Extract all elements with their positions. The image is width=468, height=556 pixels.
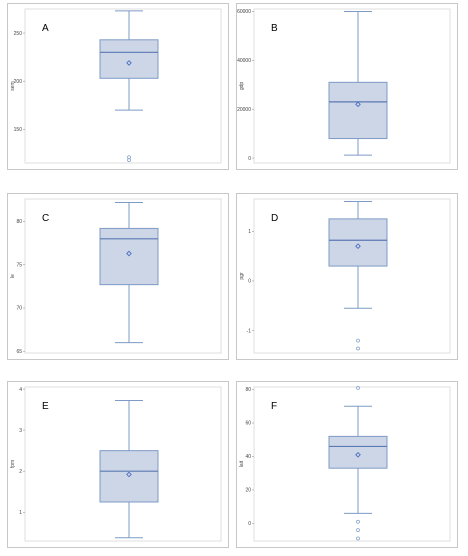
mean-marker [126,250,132,257]
boxplot-a-svg: sem 150 200 250 A [7,3,229,170]
mean-marker [126,60,132,66]
y-tick-label: 0 [248,279,251,285]
boxplot-f-svg: lait 0 20 40 60 80 F [236,381,458,548]
y-tick-label: 80 [245,387,251,393]
boxplot-panel-f: lait 0 20 40 60 80 F [236,381,458,548]
y-tick-label: 40000 [237,58,251,64]
panel-letter: B [271,23,278,34]
panel-letter: A [42,23,49,34]
iqr-box [99,227,159,286]
y-tick-label: 75 [16,262,22,268]
mean-marker [355,101,361,108]
boxplot-c-svg: le 65 70 75 80 C [7,193,229,360]
plot-frame [24,198,222,354]
y-tick-label: 20000 [237,107,251,113]
outlier-point [356,346,360,351]
outlier-point [356,519,360,524]
y-tick-label: 60 [245,421,251,427]
y-tick-label: 200 [14,79,23,85]
plot-frame [24,386,222,542]
panel-border [7,3,229,170]
y-tick-label: 60000 [237,9,251,15]
panel-letter: D [271,213,278,224]
y-tick-label: 250 [14,31,23,37]
outlier-point [356,528,360,532]
mean-marker [355,243,361,250]
iqr-box [328,218,388,267]
outlier-point [356,385,360,390]
boxplot-panel-a: sem 150 200 250 A [7,3,229,170]
y-tick-label: 0 [248,156,251,162]
y-tick-label: 70 [16,306,22,312]
panel-letter: F [271,401,277,412]
y-axis-label: gdp [239,82,245,91]
outlier-point [127,158,131,162]
y-axis-label: fpm [10,460,16,468]
y-tick-label: 1 [248,229,251,235]
boxplot-e-svg: fpm 1 2 3 4 E [7,381,229,548]
y-tick-label: 1 [19,510,22,516]
panel-letter: C [42,213,49,224]
y-tick-label: 20 [245,488,251,494]
y-axis-label: le [10,274,16,278]
y-axis-label: lait [239,460,245,467]
y-tick-label: 4 [19,387,22,393]
y-tick-label: 65 [16,349,22,355]
y-tick-label: 3 [19,428,22,434]
y-tick-label: 40 [245,454,251,460]
panel-letter: E [42,401,49,412]
iqr-box [99,39,159,79]
plot-frame [253,198,451,354]
boxplot-d-svg: pgr -1 0 1 D [236,193,458,360]
boxplot-panel-d: pgr -1 0 1 D [236,193,458,360]
outlier-point [356,338,360,343]
boxplot-panel-b: gdp 0 20000 40000 60000 B [236,3,458,170]
y-tick-label: 2 [19,469,22,475]
y-tick-label: 150 [14,127,23,133]
iqr-box [328,81,388,140]
y-tick-label: 80 [16,219,22,225]
plot-frame [253,386,451,542]
mean-marker [355,451,361,458]
y-axis-label: pgr [239,272,245,280]
y-axis-label: sem [10,81,16,90]
y-tick-label: -1 [247,328,252,334]
boxplot-panel-e: fpm 1 2 3 4 E [7,381,229,548]
plot-frame [253,8,451,164]
boxplot-b-svg: gdp 0 20000 40000 60000 B [236,3,458,170]
boxplot-panel-c: le 65 70 75 80 C [7,193,229,360]
mean-marker [126,471,132,478]
plot-frame [24,8,222,164]
y-tick-label: 0 [248,521,251,527]
outlier-point [356,536,360,541]
